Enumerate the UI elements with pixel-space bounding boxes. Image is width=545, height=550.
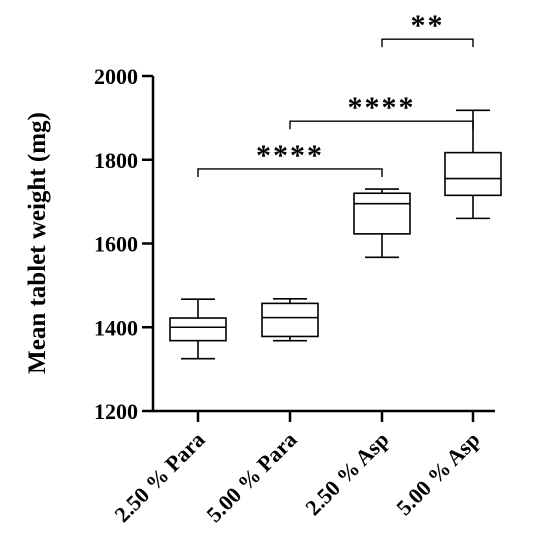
y-tick-label: 1600 [94,232,138,257]
iqr-box [353,192,411,235]
box-3 [353,188,411,259]
box-2 [261,297,319,342]
significance-label: **** [256,139,324,172]
significance-bracket: **** [197,139,383,177]
y-tick-label: 1800 [94,148,138,173]
bracket-line [289,120,474,130]
x-category-label: 5.00 % Asp [391,427,484,520]
significance-brackets: ********** [197,9,474,177]
iqr-box [261,302,319,338]
significance-bracket: ** [381,9,474,48]
significance-label: **** [348,91,416,124]
x-category-label: 2.50 % Asp [300,427,393,520]
x-category-label: 5.00 % Para [201,427,301,527]
y-tick-label: 1200 [94,399,138,424]
y-tick-label: 1400 [94,315,138,340]
iqr-box [169,317,227,342]
axes [151,76,495,413]
box-1 [169,298,227,360]
box-4 [444,109,502,220]
y-tick-label: 2000 [94,64,138,89]
x-category-label: 2.50 % Para [109,427,209,527]
significance-label: ** [411,9,445,42]
bracket-line [381,38,474,48]
y-axis-ticks: 1200 1400 1600 1800 2000 [94,64,153,424]
iqr-box [444,151,502,197]
y-axis-label: Mean tablet weight (mg) [24,112,51,374]
significance-bracket: **** [289,91,474,130]
bracket-line [197,168,383,177]
boxes [169,109,502,360]
